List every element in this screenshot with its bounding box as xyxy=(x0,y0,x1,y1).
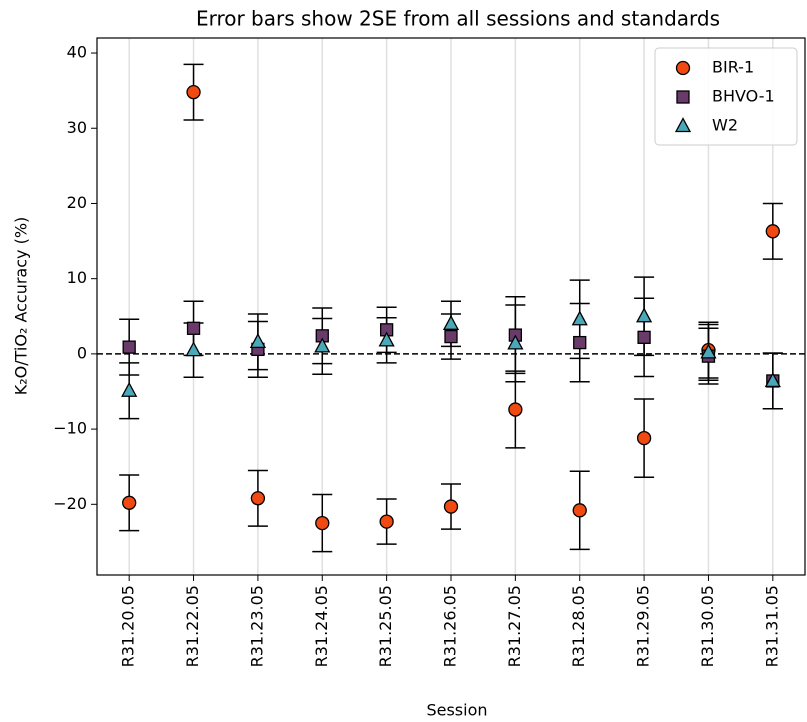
marker xyxy=(764,372,781,388)
marker xyxy=(122,495,137,510)
legend-label: W2 xyxy=(712,116,738,135)
y-tick-label: 10 xyxy=(67,268,87,287)
marker xyxy=(379,514,394,529)
marker xyxy=(442,314,460,330)
marker xyxy=(314,337,331,353)
marker xyxy=(122,340,136,354)
x-tick-label: R31.27.05 xyxy=(505,585,524,667)
legend-box xyxy=(654,47,798,146)
x-tick-label: R31.25.05 xyxy=(376,585,395,667)
y-tick-label: −10 xyxy=(53,419,87,438)
legend-label: BHVO-1 xyxy=(712,87,775,106)
marker xyxy=(508,402,523,417)
chart-title: Error bars show 2SE from all sessions an… xyxy=(196,7,720,31)
marker xyxy=(637,330,651,344)
plot-frame xyxy=(96,37,806,576)
marker xyxy=(765,224,780,239)
marker xyxy=(636,430,652,446)
marker xyxy=(507,334,524,350)
y-axis-label: K₂O/TiO₂ Accuracy (%) xyxy=(12,217,31,396)
marker xyxy=(636,307,653,323)
marker xyxy=(315,515,330,531)
x-tick-label: R31.30.05 xyxy=(698,585,717,667)
y-tick-label: 20 xyxy=(67,193,87,212)
marker xyxy=(444,329,458,344)
marker xyxy=(674,117,692,133)
y-tick-label: −20 xyxy=(53,494,87,513)
legend-label: BIR-1 xyxy=(712,58,754,77)
y-tick-label: 0 xyxy=(77,343,87,362)
y-tick-label: 30 xyxy=(67,118,87,137)
x-tick-label: R31.29.05 xyxy=(634,585,653,667)
x-tick-label: R31.28.05 xyxy=(569,585,588,667)
x-tick-label: R31.20.05 xyxy=(119,585,138,667)
marker xyxy=(378,331,395,347)
marker xyxy=(573,335,587,350)
marker xyxy=(700,343,717,359)
x-tick-label: R31.24.05 xyxy=(312,585,331,667)
y-tick-label: 40 xyxy=(67,43,87,62)
x-tick-label: R31.22.05 xyxy=(183,585,202,667)
x-axis-label: Session xyxy=(426,701,487,720)
marker xyxy=(572,503,587,518)
marker xyxy=(250,491,266,506)
marker xyxy=(249,332,266,348)
marker xyxy=(675,60,691,76)
marker xyxy=(443,499,459,514)
marker xyxy=(121,381,138,397)
x-tick-label: R31.23.05 xyxy=(247,585,266,667)
x-tick-label: R31.26.05 xyxy=(441,585,460,667)
x-tick-label: R31.31.05 xyxy=(762,585,781,667)
marker xyxy=(186,321,201,335)
marker xyxy=(185,341,202,357)
marker xyxy=(571,310,588,326)
marker xyxy=(676,90,690,104)
marker xyxy=(186,85,201,100)
